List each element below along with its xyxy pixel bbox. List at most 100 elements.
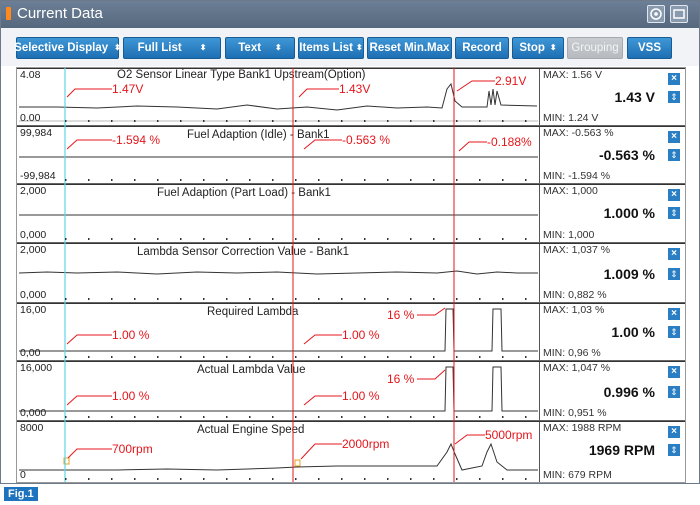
close-icon[interactable]: × — [668, 189, 680, 201]
maximize-icon[interactable] — [670, 5, 688, 23]
annotation-label: 16 % — [387, 372, 415, 386]
updown-icon[interactable]: ⇕ — [668, 268, 680, 280]
updown-caret-icon: ⬍ — [549, 43, 557, 52]
max-value: MAX: 1,03 % — [543, 304, 605, 316]
panel-title: Actual Engine Speed — [197, 424, 305, 436]
grouping-label: Grouping — [571, 42, 619, 54]
annotation-label: 1.47V — [112, 82, 144, 96]
annotation-label: 1.00 % — [112, 328, 150, 342]
y-min-label: 0 — [20, 469, 26, 481]
updown-icon[interactable]: ⇕ — [668, 386, 680, 398]
y-max-label: 8000 — [20, 422, 44, 434]
signal-graph — [19, 366, 538, 412]
items-list-label: Items List — [299, 42, 353, 54]
annotation-arrows — [66, 80, 495, 98]
reset-min-max-button[interactable]: Reset Min.Max — [367, 37, 452, 59]
title-bar: Current Data — [1, 1, 699, 28]
close-icon[interactable]: × — [668, 248, 680, 260]
max-value: MAX: 1,000 — [543, 185, 598, 197]
updown-icon[interactable]: ⇕ — [668, 207, 680, 219]
annotation-arrows — [66, 139, 487, 152]
updown-icon[interactable]: ⇕ — [668, 91, 680, 103]
signal-graph — [19, 308, 538, 352]
panel-title: Fuel Adaption (Idle) - Bank1 — [187, 129, 330, 141]
text-label: Text — [238, 42, 262, 54]
value-sidebar: MAX: 1,037 % 1.009 % MIN: 0,882 % × ⇕ — [539, 244, 685, 302]
annotation-label: 1.00 % — [342, 389, 380, 403]
reset-min-max-label: Reset Min.Max — [369, 42, 450, 54]
annotation-label: 5000rpm — [485, 428, 533, 442]
annotation-label: 1.00 % — [342, 328, 380, 342]
plot-area: 99,984 -99,984 Fuel Adaption (Idle) - Ba… — [17, 127, 538, 183]
current-value: 1.000 % — [603, 205, 655, 221]
signal-graph — [18, 270, 538, 275]
graph-panel: 16,00 0,00 Required Lambda 1.00 % 1.00 %… — [17, 303, 685, 361]
plot-area: 16,000 0,000 Actual Lambda Value 1.00 % … — [17, 362, 538, 420]
annotation-label: 16 % — [387, 308, 415, 322]
min-value: MIN: 0,882 % — [543, 289, 607, 301]
updown-caret-icon: ⬍ — [114, 43, 121, 52]
text-button[interactable]: Text ⬍ — [225, 37, 295, 59]
vss-label: VSS — [637, 42, 661, 54]
items-list-button[interactable]: Items List ⬍ — [298, 37, 364, 59]
y-max-label: 16,000 — [20, 362, 53, 374]
record-label: Record — [462, 42, 502, 54]
selective-display-button[interactable]: Selective Display ⬍ — [14, 37, 121, 59]
current-value: 1.009 % — [603, 266, 655, 282]
full-list-label: Full List — [137, 42, 182, 54]
plot-area: 4.08 0.00 O2 Sensor Linear Type Bank1 Up… — [17, 69, 538, 125]
annotation-label: -0.188% — [487, 135, 532, 149]
signal-graph — [19, 214, 538, 216]
graph-panel: 8000 0 Actual Engine Speed 700rpm 2000rp… — [17, 421, 685, 482]
close-icon[interactable]: × — [668, 308, 680, 320]
min-value: MIN: 679 RPM — [543, 469, 612, 481]
updown-icon[interactable]: ⇕ — [668, 444, 680, 456]
full-list-button[interactable]: Full List ⬍ — [123, 37, 221, 59]
grouping-button[interactable]: Grouping — [567, 37, 623, 59]
max-value: MAX: 1,047 % — [543, 362, 611, 374]
value-sidebar: MAX: 1988 RPM 1969 RPM MIN: 679 RPM × ⇕ — [539, 422, 685, 482]
record-button[interactable]: Record — [455, 37, 509, 59]
max-value: MAX: -0.563 % — [543, 127, 614, 139]
current-value: 1969 RPM — [588, 442, 655, 458]
close-icon[interactable]: × — [668, 426, 680, 438]
y-max-label: 2,000 — [20, 244, 47, 256]
updown-icon[interactable]: ⇕ — [668, 326, 680, 338]
annotation-label: 1.43V — [339, 82, 371, 96]
settings-icon[interactable] — [647, 5, 665, 23]
close-icon[interactable]: × — [668, 73, 680, 85]
updown-icon[interactable]: ⇕ — [668, 149, 680, 161]
annotation-arrows — [66, 307, 446, 345]
min-value: MIN: 0,951 % — [543, 407, 607, 419]
graph-panel: 4.08 0.00 O2 Sensor Linear Type Bank1 Up… — [17, 68, 685, 126]
signal-graph — [19, 82, 538, 122]
close-icon[interactable]: × — [668, 131, 680, 143]
annotation-label: 2000rpm — [342, 437, 390, 451]
graph-panel: 99,984 -99,984 Fuel Adaption (Idle) - Ba… — [17, 126, 685, 184]
annotation-label: -1.594 % — [112, 133, 161, 147]
y-min-label: 0,000 — [20, 289, 47, 301]
stop-label: Stop — [519, 42, 545, 54]
close-icon[interactable]: × — [668, 366, 680, 378]
plot-area: 16,00 0,00 Required Lambda 1.00 % 1.00 %… — [17, 304, 538, 360]
panel-title: Required Lambda — [207, 306, 299, 318]
chart-area: 4.08 0.00 O2 Sensor Linear Type Bank1 Up… — [16, 67, 686, 483]
y-min-label: 0,000 — [20, 407, 47, 419]
stop-button[interactable]: Stop ⬍ — [512, 37, 564, 59]
signal-graph — [19, 442, 538, 471]
value-sidebar: MAX: 1,03 % 1.00 % MIN: 0,96 % × ⇕ — [539, 304, 685, 360]
updown-caret-icon: ⬍ — [199, 43, 207, 52]
current-value: 0.996 % — [603, 384, 655, 400]
panel-title: Fuel Adaption (Part Load) - Bank1 — [157, 187, 331, 199]
graph-panel: 2,000 0,000 Lambda Sensor Correction Val… — [17, 243, 685, 303]
vss-button[interactable]: VSS — [627, 37, 672, 59]
annotation-label: 1.00 % — [112, 389, 150, 403]
min-value: MIN: 1.24 V — [543, 112, 599, 124]
panel-title: Actual Lambda Value — [197, 364, 306, 376]
plot-area: 2,000 0,000 Lambda Sensor Correction Val… — [17, 244, 538, 302]
annotation-label: 2.91V — [495, 74, 527, 88]
y-max-label: 99,984 — [20, 127, 53, 139]
max-value: MAX: 1,037 % — [543, 244, 611, 256]
y-max-label: 4.08 — [20, 69, 41, 81]
max-value: MAX: 1.56 V — [543, 69, 602, 81]
